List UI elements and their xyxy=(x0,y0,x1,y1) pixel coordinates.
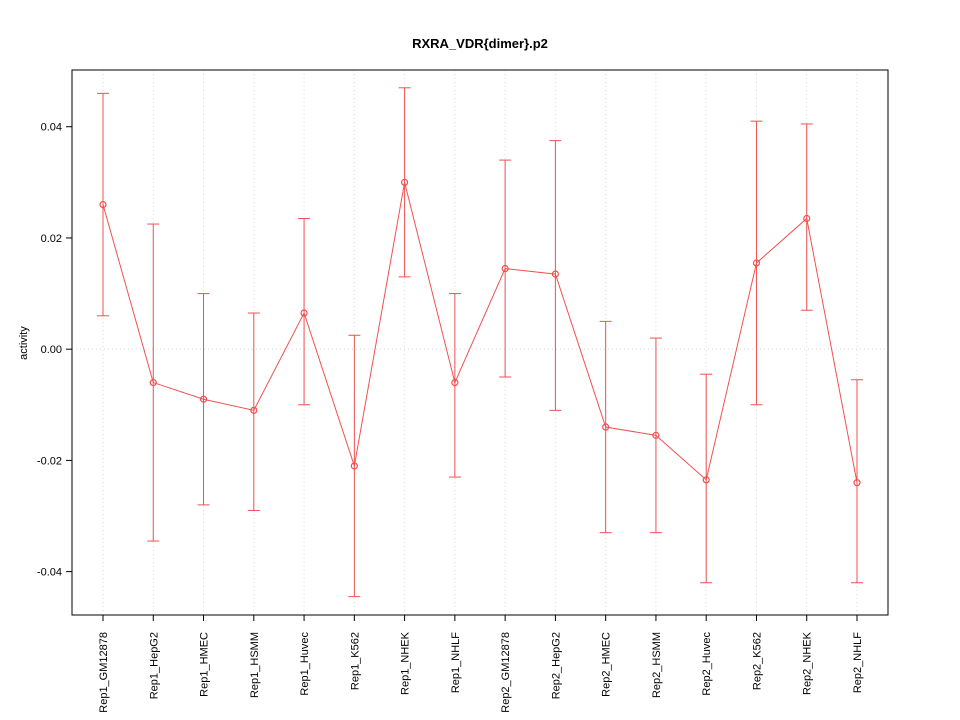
y-tick-label: 0.02 xyxy=(41,233,62,245)
data-point xyxy=(451,378,459,387)
x-tick-label: Rep1_HSMM xyxy=(249,632,261,698)
series-line xyxy=(102,182,858,483)
data-point xyxy=(501,264,509,273)
x-tick-label: Rep1_NHLF xyxy=(450,632,462,693)
y-tick-label: 0.04 xyxy=(41,122,62,134)
x-tick-label: Rep2_HepG2 xyxy=(550,632,562,699)
data-point xyxy=(803,214,811,223)
data-point xyxy=(652,431,660,439)
x-tick-label: Rep1_HepG2 xyxy=(148,632,160,699)
plot-axes: -0.04 -0.02 0.00 0.02 0.04 Rep1_GM12878 Rep1_H… xyxy=(37,122,864,713)
plot-border xyxy=(71,69,889,616)
data-point xyxy=(853,479,861,487)
x-tick-label: Rep2_HMEC xyxy=(601,632,613,697)
data-point xyxy=(149,378,157,387)
x-tick-label: Rep1_Huvec xyxy=(299,632,311,696)
data-point xyxy=(250,406,258,414)
data-point xyxy=(350,462,358,470)
x-tick-label: Rep2_NHEK xyxy=(802,631,814,695)
x-tick-label: Rep2_HSMM xyxy=(651,632,663,698)
x-tick-label: Rep2_Huvec xyxy=(701,632,713,696)
plot-series xyxy=(97,87,863,598)
data-point xyxy=(752,259,761,267)
data-point xyxy=(99,200,107,209)
data-point xyxy=(551,270,560,278)
data-point xyxy=(702,476,710,484)
x-tick-label: Rep1_NHEK xyxy=(400,631,412,695)
x-tick-label: Rep1_HMEC xyxy=(199,632,211,697)
data-point xyxy=(199,395,208,403)
data-point xyxy=(401,178,409,186)
x-tick-label: Rep2_K562 xyxy=(751,632,763,690)
y-tick-label: -0.02 xyxy=(37,455,62,467)
x-tick-label: Rep2_NHLF xyxy=(852,632,864,693)
x-tick-label: Rep2_GM12878 xyxy=(500,632,512,713)
data-point xyxy=(300,309,308,317)
x-tick-label: Rep1_GM12878 xyxy=(98,632,110,713)
chart-title: RXRA_VDR{dimer}.p2 xyxy=(412,36,548,51)
y-axis-label: activity xyxy=(18,326,30,360)
y-tick-label: 0.00 xyxy=(41,344,62,356)
x-tick-label: Rep1_K562 xyxy=(349,632,361,690)
y-tick-label: -0.04 xyxy=(37,567,62,579)
plot-gridlines xyxy=(72,70,888,615)
data-point xyxy=(602,423,610,431)
